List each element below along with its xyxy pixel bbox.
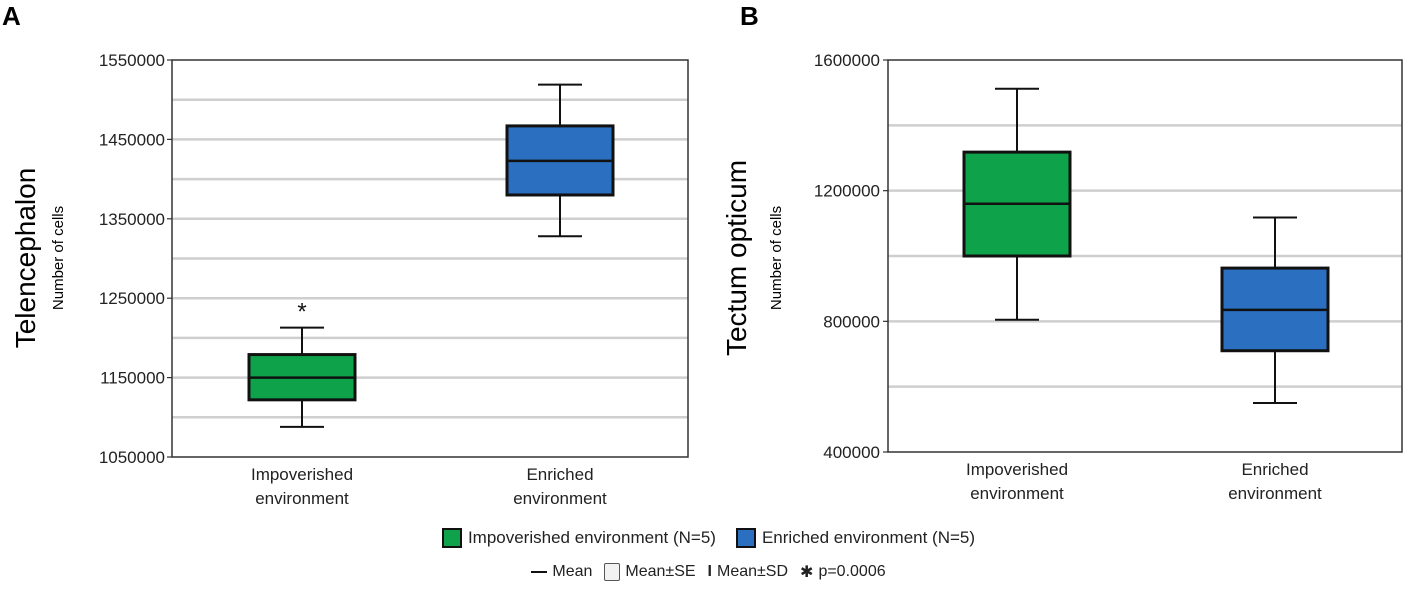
y-tick-label: 1250000 (99, 289, 165, 308)
legend-item-enriched: Enriched environment (N=5) (735, 528, 976, 548)
mean-line-icon (531, 571, 548, 573)
panel-letter-a: A (2, 1, 21, 31)
legend-mean: Mean (531, 563, 592, 581)
x-category-label: environment (255, 489, 349, 508)
legend-pvalue-label: p=0.0006 (818, 563, 886, 580)
plot-frame (171, 59, 689, 458)
x-category-label: Enriched (1241, 460, 1308, 479)
panel-a: A Telencephalon Number of cells 10500001… (2, 1, 689, 508)
y-tick-label: 1350000 (99, 210, 165, 229)
panel-b: B Tectum opticum Number of cells 400000 8… (721, 1, 1403, 503)
legend-statistics: Mean Mean±SE I Mean±SD ✱ p=0.0006 (0, 562, 1417, 582)
x-category-label: environment (513, 489, 607, 508)
legend-sd: I Mean±SD (708, 563, 788, 581)
sd-whisker-icon: I (707, 563, 712, 580)
legend-sd-label: Mean±SD (717, 563, 789, 580)
legend-se-label: Mean±SE (625, 563, 696, 580)
legend-label-enriched: Enriched environment (N=5) (761, 528, 976, 547)
significance-asterisk: * (297, 299, 306, 326)
y-tick-label: 1200000 (814, 182, 880, 201)
panel-letter-b: B (740, 1, 759, 31)
x-category-label: Impoverished (966, 460, 1068, 479)
legend-significance: ✱ p=0.0006 (800, 562, 886, 582)
plot-area-b: 400000 800000 1200000 1600000 Impoverished en… (814, 51, 1403, 503)
region-label-telencephalon: Telencephalon (10, 168, 41, 349)
y-tick-label: 1050000 (99, 448, 165, 467)
legend-swatch-enriched (735, 528, 756, 548)
region-label-tectum-opticum: Tectum opticum (721, 160, 752, 356)
x-category-label: Enriched (526, 465, 593, 484)
y-tick-label: 400000 (823, 443, 880, 462)
y-tick-label: 1550000 (99, 51, 165, 70)
legend-label-impoverished: Impoverished environment (N=5) (467, 528, 716, 547)
legend-se: Mean±SE (604, 563, 696, 581)
asterisk-icon: ✱ (800, 564, 814, 581)
y-tick-label: 1150000 (100, 369, 165, 388)
y-tick-label: 1600000 (814, 51, 880, 70)
legend-swatch-impoverished (441, 528, 462, 548)
x-category-label: environment (1228, 484, 1322, 503)
y-tick-label: 1450000 (99, 130, 165, 149)
y-axis-label-a: Number of cells (50, 206, 67, 310)
legend-groups: Impoverished environment (N=5) Enriched … (0, 528, 1417, 548)
y-tick-label: 800000 (823, 312, 880, 331)
x-category-label: environment (970, 484, 1064, 503)
legend-mean-label: Mean (552, 563, 593, 580)
se-box-icon (604, 563, 621, 581)
y-axis-label-b: Number of cells (768, 206, 785, 310)
legend-item-impoverished: Impoverished environment (N=5) (441, 528, 716, 548)
plot-frame (887, 59, 1403, 453)
plot-area-a: 1050000 1150000 1250000 1350000 1450000 15500… (99, 51, 689, 508)
x-category-label: Impoverished (251, 465, 353, 484)
